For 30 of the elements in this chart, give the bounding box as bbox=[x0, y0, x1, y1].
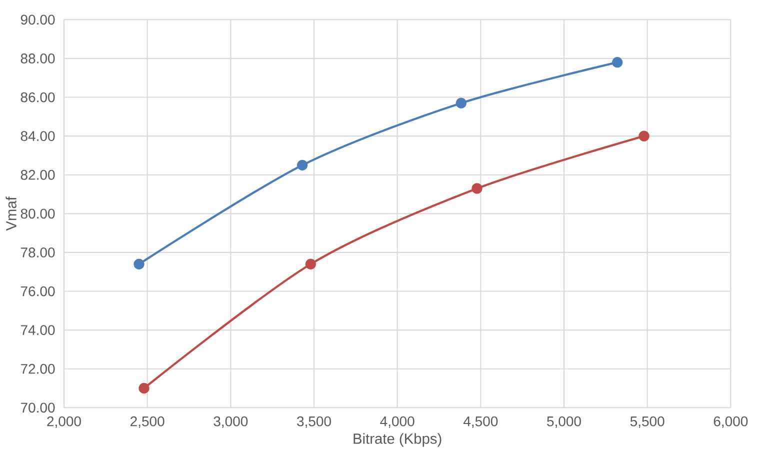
x-tick-label: 3,000 bbox=[214, 416, 248, 428]
y-tick-label: 72.00 bbox=[20, 364, 55, 374]
y-tick-label: 78.00 bbox=[20, 248, 55, 258]
x-tick-label: 3,500 bbox=[297, 416, 331, 428]
y-tick-label: 76.00 bbox=[20, 286, 55, 296]
y-tick-label: 86.00 bbox=[20, 92, 55, 102]
point bbox=[456, 98, 467, 108]
x-tick-label: 5,000 bbox=[547, 416, 581, 428]
y-tick-label: 70.00 bbox=[20, 402, 55, 413]
x-tick-label: 4,000 bbox=[380, 416, 414, 428]
point bbox=[472, 183, 482, 194]
x-tick-label: 2,500 bbox=[130, 416, 164, 428]
x-tick-label: 2,000 bbox=[47, 416, 81, 428]
point bbox=[134, 258, 144, 270]
x-tick-label: 4,500 bbox=[463, 416, 498, 428]
point bbox=[138, 382, 150, 394]
y-tick-label: 84.00 bbox=[20, 131, 55, 142]
y-axis-title: Vmaf bbox=[6, 196, 16, 231]
x-tick-label: 6,000 bbox=[714, 416, 748, 428]
y-tick-label: 82.00 bbox=[20, 170, 55, 180]
y-tick-label: 74.00 bbox=[20, 325, 55, 336]
point bbox=[305, 258, 316, 270]
point bbox=[297, 160, 308, 171]
y-tick-label: 90.00 bbox=[20, 14, 55, 25]
point bbox=[612, 57, 623, 68]
x-axis-title: Bitrate (Kbps) bbox=[354, 433, 442, 447]
y-tick-label: 88.00 bbox=[20, 54, 55, 64]
point bbox=[638, 130, 650, 142]
y-tick-label: 80.00 bbox=[20, 208, 55, 219]
x-tick-label: 5,500 bbox=[630, 416, 664, 428]
